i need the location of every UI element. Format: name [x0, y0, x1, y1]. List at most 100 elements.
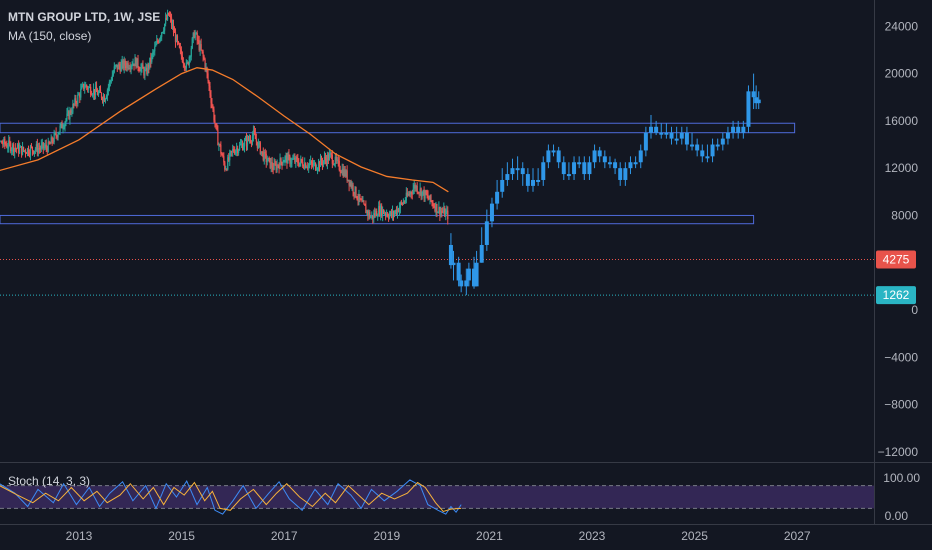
- candle-body: [284, 156, 286, 162]
- candle-body: [417, 192, 419, 194]
- candle-body: [380, 205, 382, 215]
- candle-body: [166, 12, 169, 20]
- forecast-bar: [705, 156, 710, 159]
- candle-body: [115, 64, 117, 66]
- candle-body: [447, 210, 449, 220]
- candle-body: [20, 146, 23, 155]
- candle-body: [191, 38, 193, 49]
- candle-body: [299, 162, 301, 166]
- candle-body: [406, 192, 408, 196]
- forecast-bar: [664, 132, 669, 135]
- candle-body: [356, 197, 358, 200]
- forecast-bar: [736, 126, 741, 133]
- candle-body: [376, 211, 378, 217]
- candle-body: [78, 94, 80, 96]
- candle-body: [81, 86, 83, 90]
- candle-body: [329, 153, 331, 155]
- candle-body: [211, 102, 213, 106]
- candle-body: [388, 214, 391, 218]
- candle-body: [178, 43, 181, 48]
- candle-body: [437, 211, 439, 213]
- candle-body: [436, 203, 438, 213]
- candle-body: [88, 87, 90, 90]
- candle-body: [99, 89, 102, 93]
- candle-body: [312, 163, 315, 166]
- candle-body: [75, 98, 77, 104]
- candle-body: [123, 60, 125, 69]
- candle-body: [223, 156, 225, 163]
- candle-body: [336, 159, 338, 161]
- candle-body: [60, 122, 62, 126]
- candle-body: [429, 194, 431, 200]
- candle-body: [372, 215, 374, 219]
- candle-body: [396, 208, 399, 214]
- candle-body: [397, 208, 400, 212]
- candle-body: [97, 92, 100, 96]
- candle-body: [442, 211, 444, 213]
- candle-body: [146, 68, 148, 74]
- candle-body: [207, 73, 209, 82]
- candle-body: [402, 201, 404, 205]
- candle-body: [264, 151, 266, 154]
- forecast-bar: [489, 203, 494, 222]
- forecast-bar: [669, 132, 674, 139]
- candle-body: [172, 24, 175, 32]
- candle-body: [369, 212, 371, 218]
- candle-body: [100, 92, 103, 99]
- candle-body: [339, 169, 341, 172]
- candle-body: [58, 131, 60, 135]
- candle-body: [67, 111, 69, 114]
- candle-body: [134, 57, 136, 67]
- candle-body: [286, 155, 288, 164]
- candle-body: [373, 213, 375, 219]
- candle-body: [226, 169, 228, 171]
- candle-body: [363, 201, 365, 204]
- forecast-bar: [541, 162, 546, 180]
- price-label-red: [876, 250, 916, 269]
- forecast-bar: [756, 99, 761, 104]
- candle-body: [64, 122, 66, 128]
- candle-body: [333, 163, 335, 165]
- candle-body: [116, 64, 118, 70]
- candle-body: [291, 159, 293, 163]
- candle-body: [186, 62, 188, 64]
- price-axis-tick: −4000: [884, 350, 918, 364]
- candle-body: [350, 182, 352, 187]
- candle-body: [91, 94, 93, 96]
- candle-body: [106, 90, 109, 97]
- candle-body: [17, 144, 19, 149]
- candle-body: [362, 201, 364, 203]
- candle-body: [304, 163, 306, 169]
- ma-line: [0, 67, 449, 193]
- forecast-bar: [725, 132, 730, 139]
- candle-body: [128, 67, 130, 69]
- candle-body: [383, 209, 385, 214]
- candle-body: [249, 139, 252, 142]
- candle-body: [410, 192, 412, 194]
- candle-body: [73, 103, 75, 105]
- candle-body: [441, 211, 443, 213]
- candle-body: [48, 141, 50, 144]
- candle-body: [245, 138, 248, 146]
- candle-body: [101, 98, 104, 101]
- candle-body: [90, 86, 92, 95]
- candle-body: [80, 89, 82, 98]
- candle-body: [102, 96, 105, 101]
- candle-body: [168, 15, 171, 17]
- candle-body: [159, 38, 161, 43]
- time-axis-tick: 2017: [271, 529, 298, 543]
- forecast-bar: [546, 150, 551, 163]
- candle-body: [420, 188, 422, 197]
- candle-body: [14, 148, 16, 153]
- candle-body: [179, 47, 182, 50]
- candle-body: [285, 155, 287, 157]
- forecast-bar: [746, 91, 751, 127]
- candle-body: [85, 85, 87, 88]
- forecast-bar: [451, 262, 456, 266]
- candle-body: [138, 67, 140, 70]
- candle-body: [255, 139, 257, 142]
- candle-body: [335, 156, 337, 161]
- candle-body: [331, 154, 333, 164]
